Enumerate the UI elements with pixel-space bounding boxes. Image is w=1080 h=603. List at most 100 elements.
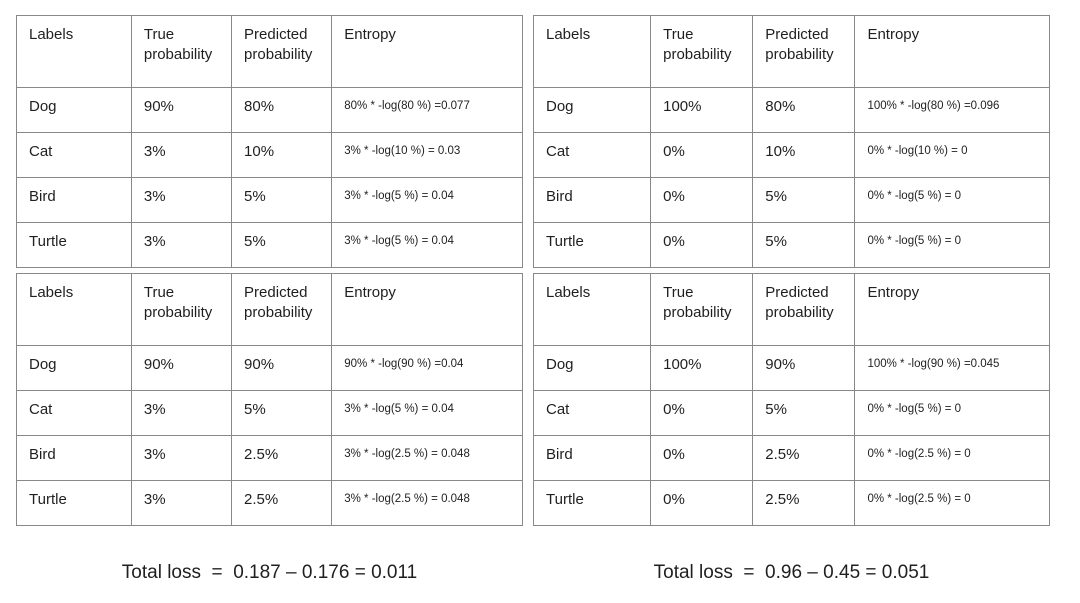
- predicted-probability-cell: 80%: [231, 87, 333, 133]
- true-probability-cell: 0%: [650, 132, 754, 178]
- column-header-labels: Labels: [532, 273, 652, 346]
- true-probability-cell: 0%: [650, 435, 754, 481]
- table-row: Dog 100% 80% 100% * -log(80 %) =0.096: [532, 87, 1050, 133]
- predicted-probability-cell: 10%: [752, 132, 856, 178]
- table-row: Dog 90% 90% 90% * -log(90 %) =0.04: [16, 345, 523, 391]
- table-row: Turtle 3% 5% 3% * -log(5 %) = 0.04: [16, 222, 523, 268]
- entropy-cell: 0% * -log(5 %) = 0: [854, 390, 1050, 436]
- loss-table-top-left: Labels True probability Predicted probab…: [16, 15, 523, 268]
- predicted-probability-cell: 5%: [231, 177, 333, 223]
- predicted-probability-cell: 10%: [231, 132, 333, 178]
- predicted-probability-cell: 5%: [231, 390, 333, 436]
- entropy-cell: 3% * -log(2.5 %) = 0.048: [331, 480, 523, 526]
- label-cell: Dog: [532, 87, 652, 133]
- label-cell: Turtle: [532, 222, 652, 268]
- entropy-cell: 100% * -log(80 %) =0.096: [854, 87, 1050, 133]
- true-probability-cell: 3%: [130, 435, 233, 481]
- predicted-probability-cell: 2.5%: [231, 480, 333, 526]
- entropy-cell: 0% * -log(5 %) = 0: [854, 222, 1050, 268]
- table-row: Turtle 0% 5% 0% * -log(5 %) = 0: [532, 222, 1050, 268]
- true-probability-cell: 0%: [650, 390, 754, 436]
- column-header-entropy: Entropy: [854, 15, 1050, 88]
- column-header-entropy: Entropy: [331, 15, 523, 88]
- column-header-predicted-probability: Predicted probability: [231, 273, 333, 346]
- true-probability-cell: 0%: [650, 177, 754, 223]
- column-header-predicted-probability: Predicted probability: [231, 15, 333, 88]
- left-panel: Labels True probability Predicted probab…: [16, 15, 523, 584]
- label-cell: Turtle: [16, 222, 132, 268]
- true-probability-cell: 3%: [130, 222, 233, 268]
- entropy-cell: 3% * -log(5 %) = 0.04: [331, 177, 523, 223]
- loss-table-top-right: Labels True probability Predicted probab…: [532, 15, 1050, 268]
- label-cell: Cat: [532, 132, 652, 178]
- right-panel: Labels True probability Predicted probab…: [532, 15, 1050, 584]
- true-probability-cell: 3%: [130, 390, 233, 436]
- column-header-true-probability: True probability: [130, 273, 233, 346]
- header-row: Labels True probability Predicted probab…: [16, 273, 523, 346]
- column-header-true-probability: True probability: [130, 15, 233, 88]
- entropy-cell: 0% * -log(10 %) = 0: [854, 132, 1050, 178]
- total-loss-left: Total loss = 0.187 – 0.176 = 0.011: [121, 562, 418, 583]
- tables-grid: Labels True probability Predicted probab…: [16, 15, 1050, 584]
- table-row: Bird 3% 2.5% 3% * -log(2.5 %) = 0.048: [16, 435, 523, 481]
- entropy-cell: 100% * -log(90 %) =0.045: [854, 345, 1050, 391]
- predicted-probability-cell: 80%: [752, 87, 856, 133]
- label-cell: Bird: [532, 435, 652, 481]
- table-row: Dog 100% 90% 100% * -log(90 %) =0.045: [532, 345, 1050, 391]
- header-row: Labels True probability Predicted probab…: [16, 15, 523, 88]
- entropy-cell: 80% * -log(80 %) =0.077: [331, 87, 523, 133]
- true-probability-cell: 3%: [130, 132, 233, 178]
- column-header-labels: Labels: [532, 15, 652, 88]
- label-cell: Turtle: [16, 480, 132, 526]
- entropy-cell: 0% * -log(5 %) = 0: [854, 177, 1050, 223]
- column-header-entropy: Entropy: [331, 273, 523, 346]
- column-header-predicted-probability: Predicted probability: [752, 273, 856, 346]
- total-loss-right: Total loss = 0.96 – 0.45 = 0.051: [653, 562, 930, 583]
- table-row: Dog 90% 80% 80% * -log(80 %) =0.077: [16, 87, 523, 133]
- entropy-cell: 0% * -log(2.5 %) = 0: [854, 435, 1050, 481]
- label-cell: Cat: [532, 390, 652, 436]
- predicted-probability-cell: 90%: [231, 345, 333, 391]
- entropy-cell: 0% * -log(2.5 %) = 0: [854, 480, 1050, 526]
- entropy-cell: 3% * -log(10 %) = 0.03: [331, 132, 523, 178]
- table-row: Cat 3% 10% 3% * -log(10 %) = 0.03: [16, 132, 523, 178]
- header-row: Labels True probability Predicted probab…: [532, 273, 1050, 346]
- label-cell: Cat: [16, 132, 132, 178]
- predicted-probability-cell: 5%: [231, 222, 333, 268]
- table-row: Turtle 3% 2.5% 3% * -log(2.5 %) = 0.048: [16, 480, 523, 526]
- table-row: Cat 0% 5% 0% * -log(5 %) = 0: [532, 390, 1050, 436]
- column-header-true-probability: True probability: [650, 15, 754, 88]
- label-cell: Turtle: [532, 480, 652, 526]
- label-cell: Bird: [532, 177, 652, 223]
- entropy-cell: 3% * -log(5 %) = 0.04: [331, 222, 523, 268]
- predicted-probability-cell: 2.5%: [752, 435, 856, 481]
- column-header-entropy: Entropy: [854, 273, 1050, 346]
- column-header-labels: Labels: [16, 273, 132, 346]
- loss-table-bottom-left: Labels True probability Predicted probab…: [16, 273, 523, 526]
- label-cell: Bird: [16, 435, 132, 481]
- entropy-cell: 3% * -log(2.5 %) = 0.048: [331, 435, 523, 481]
- true-probability-cell: 100%: [650, 345, 754, 391]
- table-row: Bird 0% 2.5% 0% * -log(2.5 %) = 0: [532, 435, 1050, 481]
- predicted-probability-cell: 2.5%: [231, 435, 333, 481]
- entropy-cell: 90% * -log(90 %) =0.04: [331, 345, 523, 391]
- predicted-probability-cell: 2.5%: [752, 480, 856, 526]
- predicted-probability-cell: 5%: [752, 177, 856, 223]
- loss-table-bottom-right: Labels True probability Predicted probab…: [532, 273, 1050, 526]
- true-probability-cell: 3%: [130, 480, 233, 526]
- table-row: Bird 3% 5% 3% * -log(5 %) = 0.04: [16, 177, 523, 223]
- label-cell: Cat: [16, 390, 132, 436]
- column-header-labels: Labels: [16, 15, 132, 88]
- table-row: Bird 0% 5% 0% * -log(5 %) = 0: [532, 177, 1050, 223]
- true-probability-cell: 90%: [130, 345, 233, 391]
- true-probability-cell: 100%: [650, 87, 754, 133]
- entropy-cell: 3% * -log(5 %) = 0.04: [331, 390, 523, 436]
- label-cell: Bird: [16, 177, 132, 223]
- true-probability-cell: 0%: [650, 222, 754, 268]
- predicted-probability-cell: 5%: [752, 390, 856, 436]
- predicted-probability-cell: 90%: [752, 345, 856, 391]
- label-cell: Dog: [532, 345, 652, 391]
- header-row: Labels True probability Predicted probab…: [532, 15, 1050, 88]
- table-row: Cat 3% 5% 3% * -log(5 %) = 0.04: [16, 390, 523, 436]
